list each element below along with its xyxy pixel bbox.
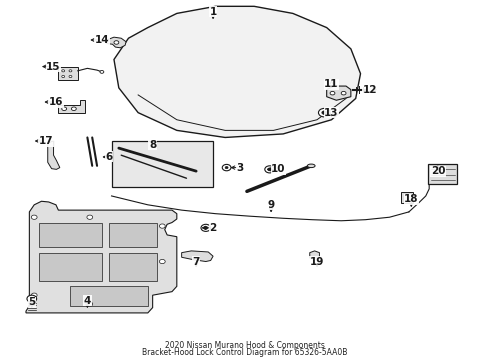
Bar [39,222,102,247]
Circle shape [61,70,64,72]
Polygon shape [326,86,350,100]
Text: 14: 14 [94,35,109,45]
Text: 19: 19 [309,257,324,266]
Circle shape [69,76,72,77]
Text: 11: 11 [324,79,338,89]
Polygon shape [26,201,177,313]
Text: 7: 7 [192,257,200,266]
Bar [400,192,412,203]
Circle shape [201,224,210,231]
Text: Bracket-Hood Lock Control Diagram for 65326-5AA0B: Bracket-Hood Lock Control Diagram for 65… [142,348,346,357]
Text: 10: 10 [270,165,285,174]
Polygon shape [309,251,319,258]
Bar [39,253,102,281]
Circle shape [71,107,76,111]
Circle shape [267,168,271,171]
Polygon shape [114,6,360,138]
Bar [427,164,456,184]
Circle shape [61,107,66,111]
Text: 16: 16 [49,97,63,107]
Polygon shape [106,37,126,48]
Text: 15: 15 [46,62,61,72]
Text: 8: 8 [149,140,156,149]
Circle shape [341,91,346,95]
Text: 12: 12 [362,85,377,95]
Circle shape [100,71,103,73]
Ellipse shape [307,164,314,168]
Text: 2: 2 [209,223,216,233]
Circle shape [61,76,64,77]
Circle shape [159,224,165,228]
Polygon shape [48,141,60,169]
Circle shape [87,215,93,219]
Circle shape [87,302,93,306]
Text: 20: 20 [430,166,444,176]
Circle shape [31,293,37,297]
Circle shape [159,260,165,264]
Circle shape [203,226,207,229]
Bar [109,253,157,281]
Text: 9: 9 [267,200,274,210]
Text: 13: 13 [324,108,338,118]
Circle shape [27,295,37,302]
Text: 2020 Nissan Murano Hood & Components: 2020 Nissan Murano Hood & Components [164,341,324,350]
Text: 1: 1 [209,6,216,17]
Circle shape [318,108,329,117]
Text: 5: 5 [28,297,35,307]
Bar [70,286,147,306]
Text: 6: 6 [105,152,113,162]
Circle shape [222,165,230,171]
Circle shape [31,215,37,219]
Circle shape [69,70,72,72]
Text: 4: 4 [83,296,91,306]
Text: 17: 17 [39,136,54,146]
Circle shape [114,41,119,44]
Text: 3: 3 [236,163,243,172]
Text: 18: 18 [403,194,418,204]
Bar [109,222,157,247]
Bar [111,141,213,187]
Circle shape [329,91,334,95]
Polygon shape [58,100,85,113]
Circle shape [224,167,227,168]
Polygon shape [181,251,213,261]
Bar [58,67,78,80]
Circle shape [321,111,326,114]
Circle shape [264,166,274,173]
